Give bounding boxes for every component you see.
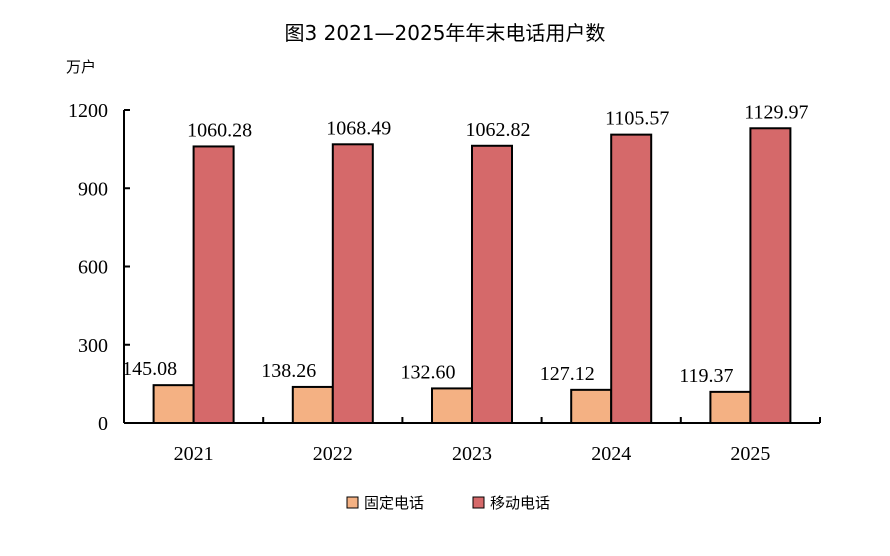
bar-fixed [570,388,613,424]
y-tick-label: 300 [78,335,108,357]
x-tick-label: 2025 [730,443,770,465]
bar-fixed [431,387,473,425]
data-label: 145.08 [122,358,177,380]
bar-fixed [152,384,195,424]
bar-mobile [749,127,792,425]
bar-mobile [471,144,513,424]
bar-fixed [709,390,752,424]
x-tick-label: 2022 [313,443,353,465]
bar-mobile [610,133,653,424]
data-label: 138.26 [261,360,316,382]
y-tick-label: 0 [98,413,108,435]
chart-title: 图3 2021—2025年年末电话用户数 [285,21,606,45]
data-label: 1062.82 [466,119,531,141]
y-tick-label: 600 [78,257,108,279]
data-label: 127.12 [540,363,595,385]
x-tick-label: 2023 [452,443,492,465]
bar-mobile [331,143,374,424]
y-tick-label: 1200 [68,100,108,122]
y-axis-unit: 万户 [66,58,96,76]
legend-swatch [346,496,359,509]
data-label: 1060.28 [187,119,252,141]
x-tick-label: 2021 [174,443,214,465]
data-label: 1105.57 [605,108,669,130]
legend-label: 移动电话 [490,494,550,512]
data-label: 119.37 [679,365,733,387]
y-tick-label: 900 [78,178,108,200]
bar-fixed [291,385,334,425]
x-tick-label: 2024 [591,443,631,465]
legend-swatch [472,496,485,509]
legend-label: 固定电话 [364,494,424,512]
data-label: 132.60 [401,361,456,383]
data-label: 1068.49 [326,117,391,139]
bar-mobile [192,145,235,424]
data-label: 1129.97 [744,101,808,123]
